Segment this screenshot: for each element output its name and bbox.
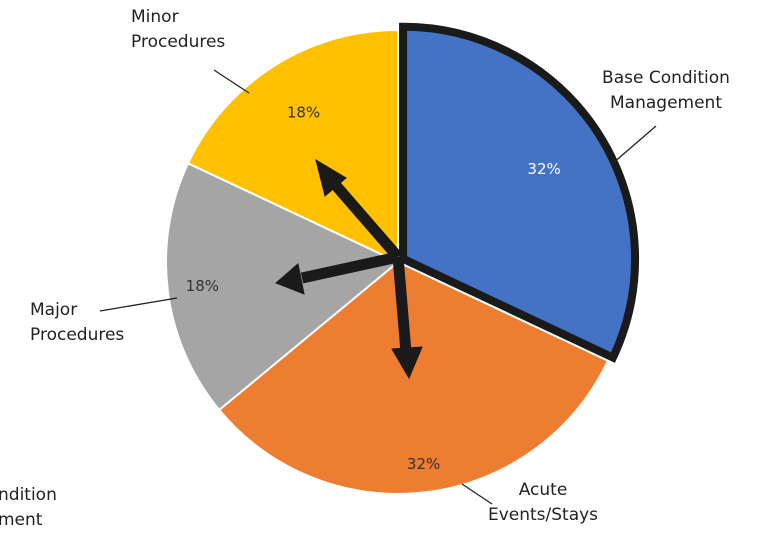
clipped-label: ndition ment bbox=[0, 485, 57, 530]
leader-line bbox=[611, 125, 657, 165]
leader-line bbox=[461, 483, 493, 505]
pie-slice bbox=[217, 260, 610, 495]
data-label: 18% bbox=[186, 277, 219, 295]
arrow-head bbox=[275, 263, 305, 295]
leader-line bbox=[99, 297, 178, 312]
pie-slice bbox=[399, 22, 640, 363]
category-label: Minor Procedures bbox=[131, 7, 226, 52]
arrow-head bbox=[391, 346, 423, 380]
arrow-shaft bbox=[300, 251, 400, 284]
data-label: 32% bbox=[527, 160, 560, 178]
percent-labels: 32% 32% 18% 18% bbox=[186, 104, 561, 473]
data-label: 32% bbox=[407, 455, 440, 473]
category-label: Acute Events/Stays bbox=[487, 480, 599, 525]
leader-line bbox=[213, 69, 250, 94]
arrow-head bbox=[315, 158, 347, 197]
category-label: Major Procedures bbox=[30, 300, 125, 345]
pie-slice bbox=[165, 161, 400, 412]
arrow-shaft bbox=[392, 256, 412, 353]
arrow-shaft bbox=[327, 177, 403, 261]
data-label: 18% bbox=[287, 104, 320, 122]
arrows bbox=[275, 158, 423, 380]
category-label: Base Condition Management bbox=[602, 68, 730, 113]
